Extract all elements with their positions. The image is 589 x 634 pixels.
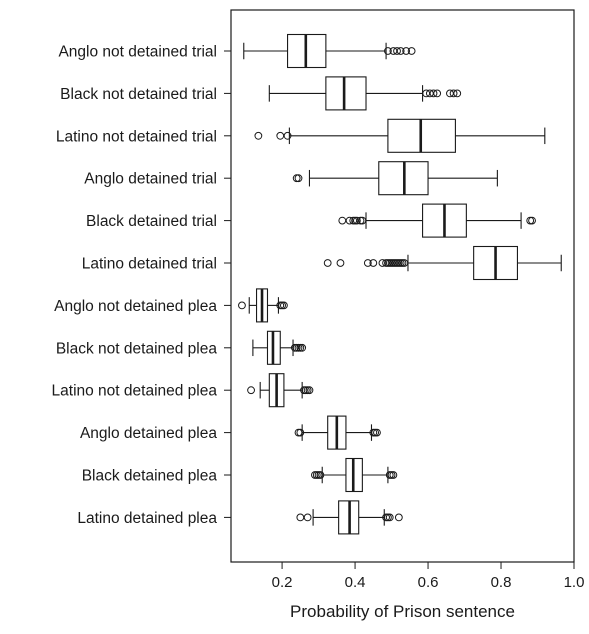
outlier-point [407,47,416,55]
category-label: Anglo detained trial [84,171,217,188]
outlier-point [296,513,305,522]
outlier-point [453,89,462,98]
box-12 [296,500,403,535]
outlier-point [298,343,307,352]
box-3 [254,118,546,153]
iqr-box [325,76,367,111]
outlier-point [294,174,303,183]
category-label: Latino detained plea [77,510,217,527]
category-label: Black detained plea [82,468,218,485]
x-tick-label: 1.0 [564,574,585,591]
box-8 [252,330,307,365]
outlier-point [449,89,458,98]
category-label: Anglo detained plea [80,425,217,442]
outlier-point [336,259,345,267]
category-label: Latino not detained trial [56,128,217,145]
outlier-point [305,386,314,395]
outlier-point [528,216,536,225]
outlier-point [323,259,332,267]
category-label: Black not detained trial [60,86,217,103]
x-tick-label: 0.6 [418,574,439,591]
outlier-point [394,513,403,522]
x-tick-label: 0.2 [272,574,293,591]
outlier-point [384,47,392,55]
outlier-point [276,131,285,140]
outlier-point [352,216,361,225]
outlier-point [338,216,347,225]
outlier-point [358,216,367,225]
outlier-point [316,471,325,479]
outlier-point [433,89,442,98]
box-1 [243,33,416,69]
box-11 [311,457,398,493]
plot-frame [230,9,575,563]
outlier-point [296,428,305,437]
outlier-point [280,301,288,310]
outlier-point [363,259,372,267]
x-axis-title: Probability of Prison sentence [290,602,515,621]
outlier-point [402,47,411,55]
x-tick-label: 0.4 [345,574,366,591]
outlier-point [400,259,409,267]
box-10 [294,415,381,450]
category-label: Anglo not detained plea [54,298,217,315]
category-label: Black detained trial [86,213,217,230]
box-4 [292,161,498,196]
outlier-point [429,89,438,98]
x-tick-label: 0.8 [491,574,512,591]
outlier-point [373,428,381,437]
box-9 [247,373,314,408]
outlier-point [283,131,292,140]
outlier-point [385,513,394,522]
category-label: Anglo not detained trial [58,44,217,61]
outlier-point [393,47,401,55]
outlier-point [369,259,378,267]
box-6 [323,245,562,281]
outlier-point [247,386,255,395]
outlier-point [254,131,263,140]
category-label: Black not detained plea [56,340,218,357]
box-5 [338,203,536,238]
outlier-point [389,471,398,479]
outlier-point [238,301,246,310]
outlier-point [303,513,312,522]
x-axis: 0.2 0.4 0.6 0.8 1.0 [272,562,585,591]
category-label: Latino not detained plea [52,383,218,400]
category-label: Latino detained trial [82,256,217,273]
box-2 [268,76,462,111]
box-7 [238,288,288,323]
y-axis: Anglo not detained trial Black not detain… [52,44,231,527]
outlier-point [396,47,405,55]
boxes-layer [238,33,562,535]
